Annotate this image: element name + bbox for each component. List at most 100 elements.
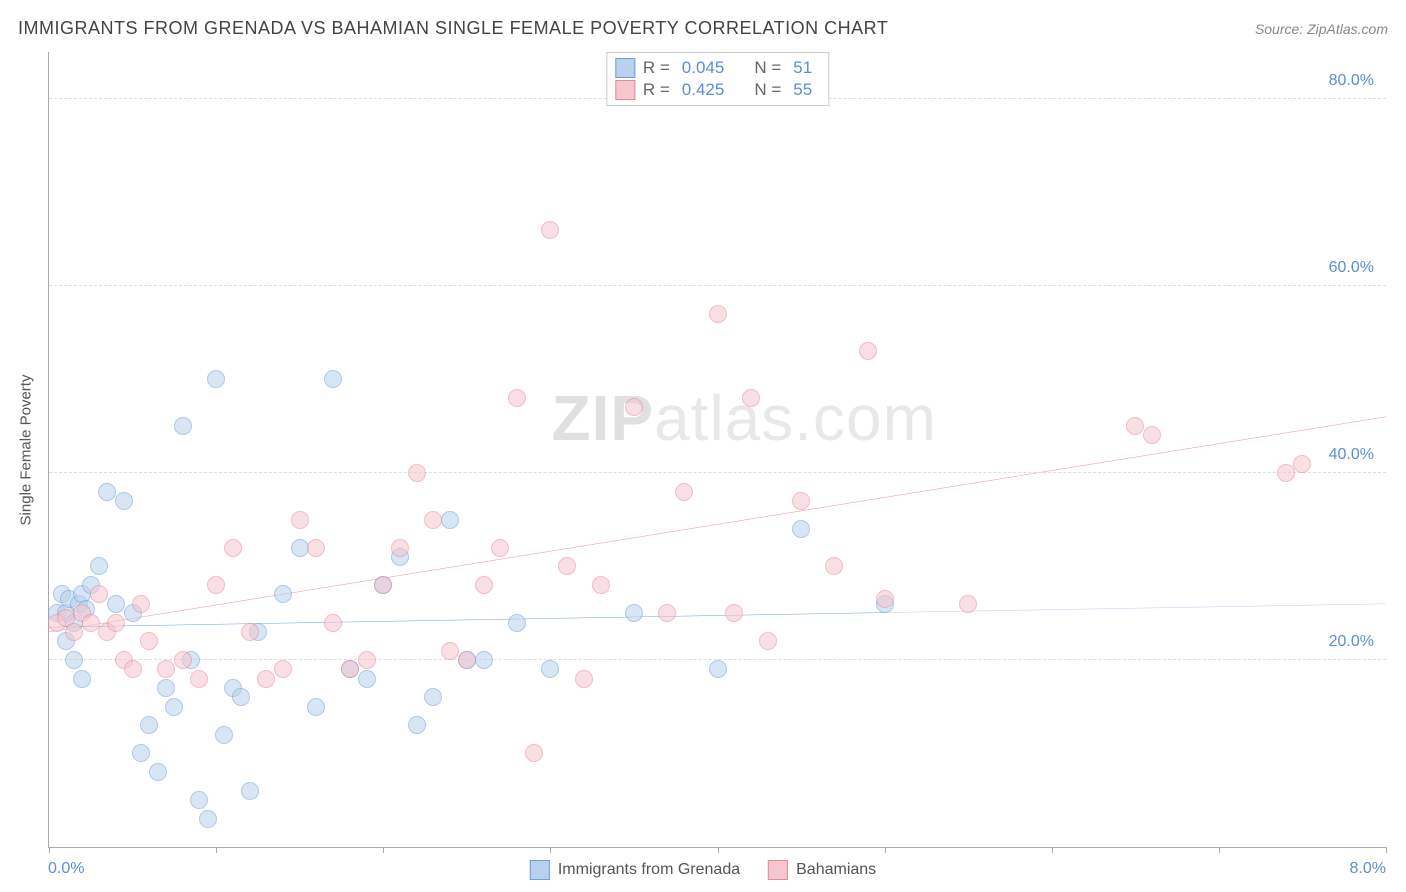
x-tick-label: 0.0% [48, 860, 84, 878]
data-point [241, 782, 259, 800]
x-tick [383, 847, 384, 853]
data-point [190, 791, 208, 809]
chart-title: IMMIGRANTS FROM GRENADA VS BAHAMIAN SING… [18, 18, 888, 39]
data-point [1277, 464, 1295, 482]
data-point [324, 370, 342, 388]
data-point [508, 389, 526, 407]
trend-lines [49, 52, 1386, 847]
data-point [391, 539, 409, 557]
x-tick-label: 8.0% [1350, 860, 1386, 878]
data-point [475, 576, 493, 594]
data-point [157, 660, 175, 678]
data-point [232, 688, 250, 706]
data-point [541, 221, 559, 239]
legend-swatch [530, 860, 550, 880]
x-tick [550, 847, 551, 853]
r-value: 0.045 [682, 58, 725, 78]
data-point [792, 492, 810, 510]
data-point [959, 595, 977, 613]
source-attribution: Source: ZipAtlas.com [1255, 21, 1388, 37]
legend-item: Bahamians [768, 860, 876, 880]
x-tick [1052, 847, 1053, 853]
data-point [132, 744, 150, 762]
data-point [174, 417, 192, 435]
n-label: N = [754, 58, 781, 78]
data-point [709, 305, 727, 323]
data-point [73, 670, 91, 688]
data-point [408, 716, 426, 734]
data-point [291, 511, 309, 529]
data-point [441, 511, 459, 529]
data-point [174, 651, 192, 669]
data-point [558, 557, 576, 575]
data-point [115, 492, 133, 510]
source-prefix: Source: [1255, 21, 1307, 37]
data-point [508, 614, 526, 632]
y-tick-label: 20.0% [1329, 633, 1374, 651]
data-point [65, 651, 83, 669]
data-point [65, 623, 83, 641]
series-legend: Immigrants from Grenada Bahamians [530, 860, 876, 880]
data-point [525, 744, 543, 762]
data-point [475, 651, 493, 669]
header-bar: IMMIGRANTS FROM GRENADA VS BAHAMIAN SING… [18, 18, 1388, 39]
y-tick-label: 80.0% [1329, 72, 1374, 90]
x-tick [1386, 847, 1387, 853]
data-point [358, 651, 376, 669]
data-point [132, 595, 150, 613]
trend-line-solid [49, 417, 1386, 632]
data-point [291, 539, 309, 557]
r-label: R = [643, 58, 670, 78]
data-point [107, 595, 125, 613]
data-point [82, 614, 100, 632]
data-point [98, 483, 116, 501]
y-tick-label: 40.0% [1329, 446, 1374, 464]
data-point [725, 604, 743, 622]
scatter-plot: ZIPatlas.com R =0.045N =51R =0.425N =55 … [48, 52, 1386, 848]
x-tick [216, 847, 217, 853]
legend-item: Immigrants from Grenada [530, 860, 740, 880]
source-link[interactable]: ZipAtlas.com [1307, 21, 1388, 37]
x-tick [49, 847, 50, 853]
data-point [241, 623, 259, 641]
data-point [625, 398, 643, 416]
gridline-h [49, 285, 1386, 286]
y-axis-label: Single Female Poverty [18, 375, 35, 526]
chart-area: Single Female Poverty ZIPatlas.com R =0.… [48, 52, 1386, 848]
y-tick-label: 60.0% [1329, 259, 1374, 277]
data-point [140, 632, 158, 650]
data-point [1143, 426, 1161, 444]
data-point [124, 660, 142, 678]
data-point [1293, 455, 1311, 473]
x-tick [718, 847, 719, 853]
data-point [274, 660, 292, 678]
data-point [675, 483, 693, 501]
legend-swatch [768, 860, 788, 880]
data-point [1126, 417, 1144, 435]
data-point [190, 670, 208, 688]
data-point [709, 660, 727, 678]
data-point [257, 670, 275, 688]
r-label: R = [643, 80, 670, 100]
data-point [307, 539, 325, 557]
data-point [541, 660, 559, 678]
data-point [575, 670, 593, 688]
stats-legend-row: R =0.045N =51 [615, 57, 816, 79]
data-point [341, 660, 359, 678]
data-point [90, 557, 108, 575]
data-point [157, 679, 175, 697]
data-point [207, 576, 225, 594]
x-tick [885, 847, 886, 853]
data-point [224, 539, 242, 557]
data-point [207, 370, 225, 388]
data-point [458, 651, 476, 669]
data-point [424, 688, 442, 706]
data-point [307, 698, 325, 716]
data-point [215, 726, 233, 744]
data-point [491, 539, 509, 557]
data-point [859, 342, 877, 360]
legend-label: Bahamians [796, 861, 876, 879]
gridline-h [49, 472, 1386, 473]
data-point [324, 614, 342, 632]
legend-swatch [615, 58, 635, 78]
